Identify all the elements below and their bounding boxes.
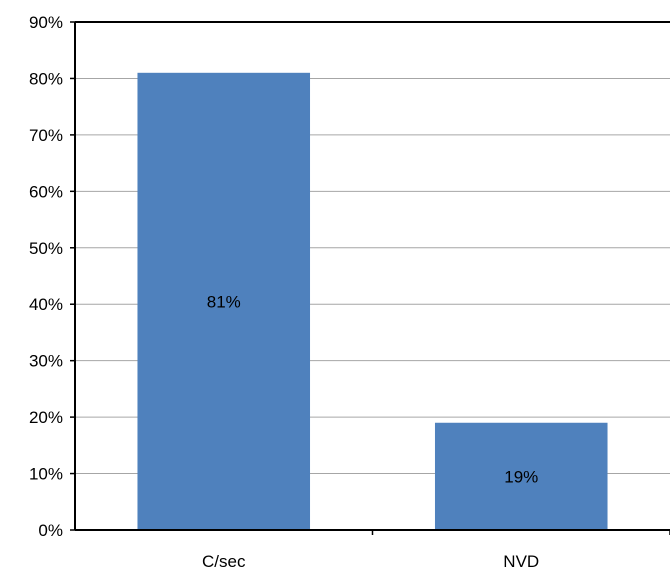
y-tick-label: 70% xyxy=(29,126,63,145)
axes xyxy=(70,21,670,535)
y-tick-label: 40% xyxy=(29,295,63,314)
x-tick-label: C/sec xyxy=(202,552,246,571)
y-tick-label: 90% xyxy=(29,13,63,32)
y-tick-label: 10% xyxy=(29,465,63,484)
data-label: 19% xyxy=(504,467,538,486)
y-tick-label: 80% xyxy=(29,69,63,88)
x-tick-label: NVD xyxy=(503,552,539,571)
bar-c-sec xyxy=(137,72,311,531)
y-tick-label: 60% xyxy=(29,182,63,201)
bars xyxy=(137,72,608,531)
y-tick-label: 50% xyxy=(29,239,63,258)
y-tick-label: 0% xyxy=(38,521,63,540)
y-tick-label: 20% xyxy=(29,408,63,427)
data-label: 81% xyxy=(207,292,241,311)
y-tick-label: 30% xyxy=(29,352,63,371)
x-tick-labels: C/sec NVD xyxy=(202,552,539,571)
y-tick-labels: 0% 10% 20% 30% 40% 50% 60% 70% 80% 90% xyxy=(29,13,63,540)
data-labels: 81% 19% xyxy=(207,292,539,486)
bar-nvd xyxy=(434,422,608,530)
